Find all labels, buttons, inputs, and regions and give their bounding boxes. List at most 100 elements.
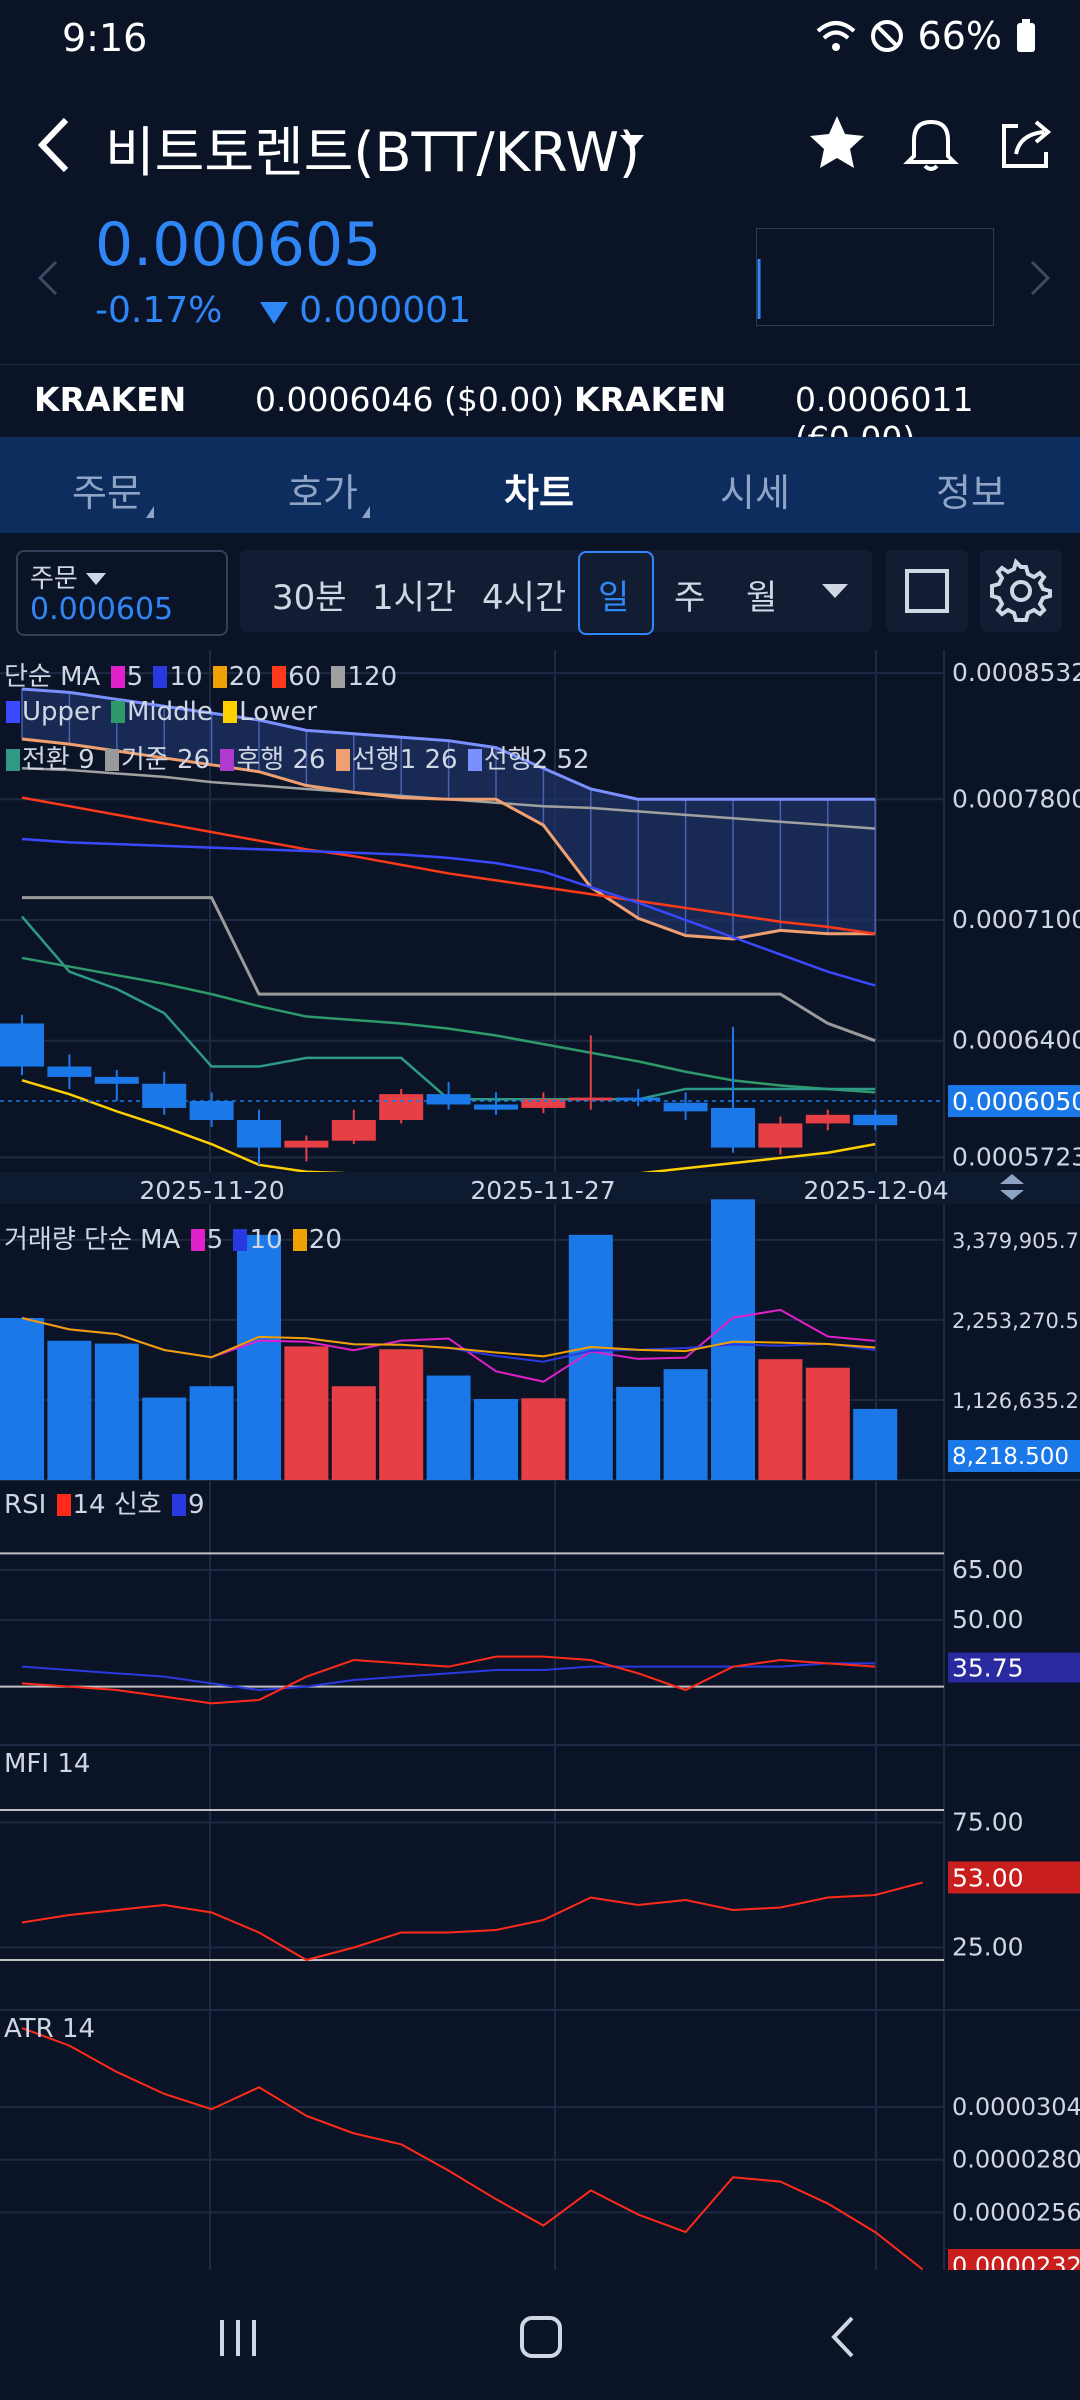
candle-body xyxy=(616,1097,661,1101)
atr-current-tag xyxy=(948,2249,1080,2270)
candle-body xyxy=(94,1076,139,1084)
candle-body xyxy=(426,1094,471,1105)
current-price-tag xyxy=(948,1085,1080,1118)
tab-info[interactable]: 정보 xyxy=(936,471,1006,515)
volume-ma20-line xyxy=(21,1317,876,1359)
bollinger-legend: Upper Middle Lower xyxy=(4,697,317,727)
volume-bar xyxy=(474,1399,518,1480)
volume-bar xyxy=(711,1199,755,1480)
tenkan-line xyxy=(21,915,876,1101)
tab-orderbook[interactable]: 호가 xyxy=(288,471,358,515)
recent-apps-icon[interactable] xyxy=(216,2316,260,2360)
share-icon[interactable] xyxy=(996,112,1058,174)
bell-icon[interactable] xyxy=(900,112,962,174)
atr-legend: ATR 14 xyxy=(4,2014,96,2044)
chart-settings-button[interactable] xyxy=(980,550,1062,632)
home-icon[interactable] xyxy=(518,2314,564,2360)
mfi-current-label: 53.00 xyxy=(952,1864,1024,1893)
mfi-legend: MFI 14 xyxy=(4,1749,91,1779)
candle-body xyxy=(331,1120,376,1141)
candle-body xyxy=(521,1099,566,1108)
back-icon[interactable] xyxy=(30,110,80,180)
rsi-legend: RSI 14 신호 9 xyxy=(4,1490,205,1520)
page-title[interactable]: 비트토렌트(BTT/KRW) xyxy=(105,121,640,184)
rsi-line xyxy=(21,1655,876,1705)
exchange-prices xyxy=(0,364,1080,437)
volume-current-tag xyxy=(948,1440,1080,1472)
current-price: 0.000605 xyxy=(95,210,382,280)
volume-bar xyxy=(47,1340,92,1480)
more-timeframes-icon[interactable] xyxy=(820,582,850,602)
change-percent: -0.17% xyxy=(95,290,223,331)
atr-axis-label: 0.0000304 xyxy=(952,2093,1080,2121)
timeframe-month[interactable]: 월 xyxy=(746,578,778,618)
date-axis-label: 2025-12-04 xyxy=(803,1176,948,1205)
candle-body xyxy=(805,1114,850,1124)
mfi-axis-label: 25.00 xyxy=(952,1933,1024,1962)
candle-body xyxy=(663,1102,708,1112)
volume-bar xyxy=(853,1408,898,1480)
ichimoku-cloud xyxy=(22,688,876,939)
volume-bar xyxy=(568,1234,613,1480)
date-axis-label: 2025-11-20 xyxy=(139,1176,284,1205)
price-axis-label: 0.0006400 xyxy=(952,1026,1080,1055)
volume-bar xyxy=(663,1369,708,1480)
tab-order[interactable]: 주문 xyxy=(72,471,142,515)
tab-indicator-icon xyxy=(146,506,154,518)
candle-body xyxy=(47,1066,92,1077)
volume-axis-label: 1,126,635.250 xyxy=(952,1389,1080,1413)
candle-body xyxy=(237,1120,281,1148)
timeframe-30m[interactable]: 30분 xyxy=(272,578,347,618)
span-b-line xyxy=(21,687,876,801)
price-chart[interactable]: 0.0008532 0.0007800 0.0007100 0.0006400 0.00… xyxy=(0,650,1080,2270)
timeframe-selected-frame xyxy=(578,551,654,635)
price-axis-label: 0.0007100 xyxy=(952,905,1080,934)
change-absolute: 0.000001 xyxy=(299,290,472,331)
volume-bar xyxy=(426,1375,471,1480)
timeframe-1h[interactable]: 1시간 xyxy=(372,578,457,618)
bollinger-upper-line xyxy=(21,837,876,987)
candle-body xyxy=(711,1107,755,1148)
volume-bar xyxy=(379,1349,424,1480)
exchange-name: KRAKEN xyxy=(574,380,727,419)
back-nav-icon[interactable] xyxy=(826,2314,860,2360)
date-axis-strip xyxy=(0,1172,1080,1204)
price-axis-label: 0.0005723 xyxy=(952,1142,1080,1171)
volume-current-label: 8,218.500 xyxy=(952,1444,1069,1470)
kijun-line xyxy=(22,896,876,1043)
rsi-axis-label: 50.00 xyxy=(952,1605,1024,1634)
tab-chart[interactable]: 차트 xyxy=(504,471,574,515)
order-type-select[interactable] xyxy=(16,550,228,636)
star-icon[interactable] xyxy=(806,112,868,174)
rsi-current-tag xyxy=(948,1652,1080,1683)
mfi-line xyxy=(21,1881,923,1962)
resize-handle-icon xyxy=(1000,1174,1024,1200)
price-axis-label: 0.0008532 xyxy=(952,658,1080,687)
gear-icon xyxy=(990,558,1052,622)
volume-bar xyxy=(331,1386,376,1480)
volume-bar xyxy=(284,1346,329,1480)
atr-current-label: 0.0000232 xyxy=(952,2252,1080,2270)
mfi-current-tag xyxy=(948,1861,1080,1894)
volume-axis-label: 2,253,270.501 xyxy=(952,1309,1080,1333)
span-a-line xyxy=(21,737,876,941)
atr-axis-label: 0.0000280 xyxy=(952,2146,1080,2174)
rsi-current-label: 35.75 xyxy=(952,1654,1024,1683)
tab-market[interactable]: 시세 xyxy=(720,471,790,515)
battery-percent: 66% xyxy=(917,14,1002,58)
ma-legend: 단순 MA 5 10 20 60 120 xyxy=(4,662,398,692)
next-arrow-icon[interactable] xyxy=(1026,258,1054,298)
fullscreen-button[interactable] xyxy=(886,550,968,632)
previous-arrow-icon[interactable] xyxy=(34,258,62,298)
candle-body xyxy=(189,1101,234,1120)
dropdown-caret-icon xyxy=(86,573,107,585)
timeframe-4h[interactable]: 4시간 xyxy=(482,578,567,618)
mfi-axis-label: 75.00 xyxy=(952,1808,1024,1837)
timeframe-week[interactable]: 주 xyxy=(674,578,706,618)
candle-body xyxy=(0,1023,44,1067)
chevron-down-icon[interactable] xyxy=(620,135,644,149)
volume-bar xyxy=(758,1359,803,1480)
volume-bar xyxy=(805,1367,850,1480)
volume-bar xyxy=(94,1343,139,1480)
timeframe-day[interactable]: 일 xyxy=(598,578,630,618)
